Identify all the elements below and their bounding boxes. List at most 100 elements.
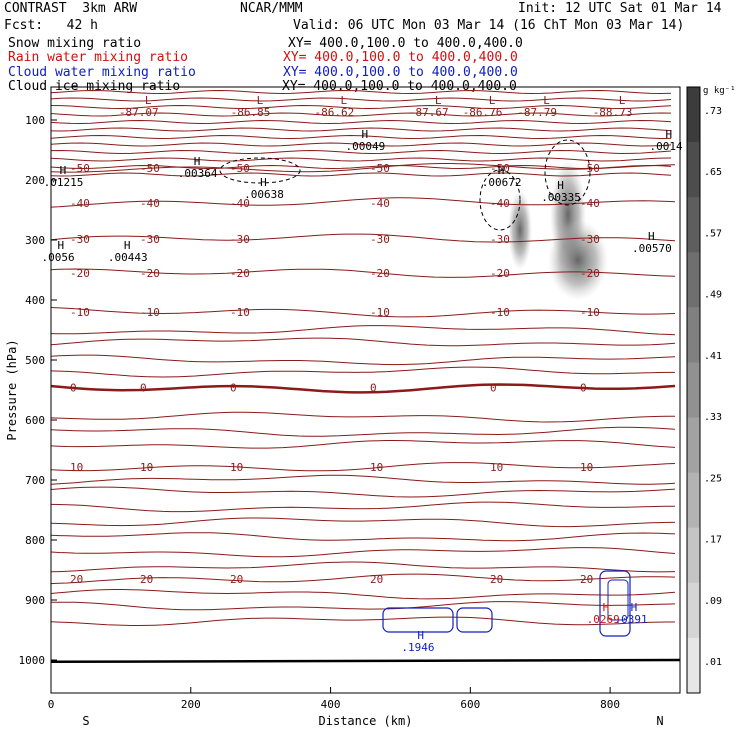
low-value: -87.07 [119, 106, 159, 119]
colorbar-frame [686, 86, 701, 694]
colorbar-swatch [687, 637, 700, 694]
contour-line [51, 486, 676, 498]
contour-line [51, 532, 676, 542]
cloud-water-contour [599, 570, 631, 637]
y-tick-label: 1000 [19, 654, 46, 667]
contour-line [51, 589, 676, 600]
cloud-ice-contour [479, 169, 521, 231]
high-value: .00638 [244, 188, 284, 201]
colorbar-label: .73 [704, 106, 722, 117]
high-value: .00049 [346, 140, 386, 153]
contour-label: -40 [370, 197, 390, 210]
stratosphere-contour [51, 89, 672, 95]
high-marker: H [362, 128, 369, 141]
low-marker: L [341, 94, 348, 107]
stratosphere-contour [51, 157, 672, 162]
field-xy-cloud-water: XY= 400.0,100.0 to 400.0,400.0 [283, 65, 518, 80]
contour-label: -20 [370, 267, 390, 280]
stratosphere-contour [51, 134, 672, 140]
y-tick-label: 700 [25, 474, 45, 487]
colorbar-swatch [687, 582, 700, 639]
colorbar-label: .41 [704, 351, 722, 362]
contour-line [51, 561, 676, 573]
stratosphere-contour [51, 97, 672, 102]
high-value: .00672 [482, 176, 522, 189]
contour-label: -30 [370, 233, 390, 246]
contour-line [51, 163, 676, 173]
high-marker: H [417, 629, 424, 642]
cloud-ice-contour [544, 139, 591, 206]
contour-label: 0 [230, 382, 237, 395]
field-name-snow: Snow mixing ratio [8, 36, 142, 51]
high-value: .0269 [587, 613, 620, 626]
low-value: -86.62 [315, 106, 355, 119]
low-marker: L [619, 94, 626, 107]
contour-line [51, 517, 675, 528]
colorbar-label: .09 [704, 596, 722, 607]
contour-label: -50 [370, 162, 390, 175]
contour-line [51, 501, 676, 513]
contour-label: 0 [70, 382, 77, 395]
colorbar-swatch [687, 252, 700, 308]
high-value: .00570 [632, 242, 672, 255]
contour-label: -50 [230, 162, 250, 175]
contour-line [51, 462, 676, 472]
contour-line [51, 383, 676, 394]
colorbar-swatch [687, 472, 700, 529]
colorbar-unit: g kg⁻¹ [703, 86, 736, 96]
contour-line [51, 307, 676, 318]
colorbar-swatch [687, 87, 700, 143]
contour-label: 0 [140, 382, 147, 395]
high-marker: H [666, 128, 673, 141]
low-marker: L [489, 94, 496, 107]
colorbar-swatch [687, 197, 700, 253]
contour-label: -30 [140, 233, 160, 246]
y-tick-label: 800 [25, 534, 45, 547]
high-marker: H [631, 601, 638, 614]
contour-label: 10 [230, 461, 243, 474]
contour-label: -10 [230, 306, 250, 319]
contour-label: -30 [490, 233, 510, 246]
high-marker: H [648, 230, 655, 243]
contour-label: 10 [370, 461, 383, 474]
surface-line [51, 658, 680, 664]
contour-label: 20 [140, 573, 153, 586]
contour-label: 20 [70, 573, 83, 586]
cloud-water-contour [607, 579, 629, 621]
init-time: Init: 12 UTC Sat 01 Mar 14 [518, 1, 722, 16]
contour-label: -30 [230, 233, 250, 246]
high-value: .00335 [541, 191, 581, 204]
stratosphere-contour [51, 127, 672, 132]
high-value: .00364 [178, 167, 218, 180]
contour-label: -20 [140, 267, 160, 280]
contour-line [51, 440, 676, 449]
x-axis-title: Distance (km) [319, 714, 413, 728]
contour-label: -50 [70, 162, 90, 175]
y-tick-label: 400 [25, 294, 45, 307]
low-value: -86.76 [463, 106, 503, 119]
valid-time: Valid: 06 UTC Mon 03 Mar 14 (16 ChT Mon … [293, 18, 685, 33]
colorbar-swatch [687, 417, 700, 474]
stratosphere-contour [51, 112, 672, 117]
contour-label: 0 [580, 382, 587, 395]
low-marker: L [145, 94, 152, 107]
field-name-rain: Rain water mixing ratio [8, 50, 189, 65]
low-value: -87.67 [409, 106, 449, 119]
x-tick-label: 0 [48, 698, 55, 711]
model-title: CONTRAST 3km ARW [4, 1, 138, 16]
contour-label: -50 [490, 162, 510, 175]
high-value: .0014 [650, 140, 683, 153]
high-marker: H [60, 164, 67, 177]
contour-label: -40 [230, 197, 250, 210]
contour-line [51, 366, 675, 378]
snow-plume [548, 220, 608, 300]
contour-label: -10 [140, 306, 160, 319]
plot-frame [50, 86, 681, 694]
low-value: -86.85 [231, 106, 271, 119]
contour-label: 10 [490, 461, 503, 474]
snow-shading [508, 160, 608, 300]
direction-north: N [656, 714, 663, 728]
high-value: .00443 [108, 251, 148, 264]
contour-line [51, 426, 676, 437]
